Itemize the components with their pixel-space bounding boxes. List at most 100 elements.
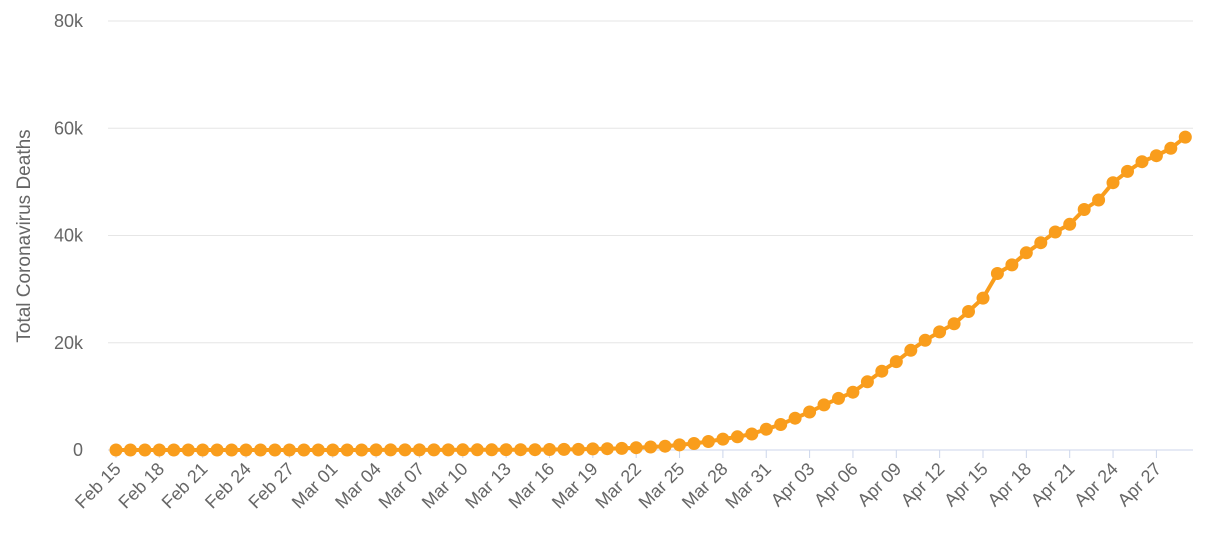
data-point[interactable] [716, 432, 730, 446]
data-point[interactable] [976, 291, 990, 305]
data-point[interactable] [427, 443, 441, 457]
data-point[interactable] [1092, 193, 1106, 207]
data-point[interactable] [167, 443, 181, 457]
data-point[interactable] [485, 443, 499, 457]
data-point[interactable] [817, 398, 831, 412]
data-point[interactable] [384, 443, 398, 457]
data-point[interactable] [123, 443, 137, 457]
x-tick-label: Mar 07 [375, 459, 429, 513]
data-point[interactable] [1135, 155, 1149, 169]
data-point[interactable] [745, 427, 759, 441]
data-point[interactable] [673, 438, 686, 452]
data-point[interactable] [499, 443, 513, 457]
data-point[interactable] [109, 443, 123, 457]
data-point[interactable] [138, 443, 152, 457]
data-point[interactable] [832, 391, 845, 405]
data-point[interactable] [1164, 141, 1178, 155]
data-point[interactable] [687, 437, 701, 450]
data-point[interactable] [803, 405, 817, 419]
data-point[interactable] [947, 317, 961, 331]
data-point[interactable] [1149, 149, 1163, 163]
data-point[interactable] [759, 422, 773, 436]
data-point[interactable] [239, 443, 253, 457]
x-tick-label: Mar 16 [505, 459, 559, 513]
x-tick-label: Feb 15 [71, 459, 125, 513]
x-tick-label: Feb 24 [201, 459, 255, 513]
data-point[interactable] [543, 443, 556, 456]
data-point[interactable] [1121, 164, 1134, 178]
data-point[interactable] [701, 435, 715, 448]
x-tick-label: Apr 15 [940, 459, 992, 511]
data-point[interactable] [846, 385, 860, 399]
data-point[interactable] [225, 443, 239, 457]
data-point[interactable] [181, 443, 195, 457]
y-tick-labels: 0 20k 40k 60k 80k [54, 11, 84, 460]
y-tick-label: 40k [54, 226, 84, 246]
x-tick-label: Mar 10 [418, 459, 472, 513]
data-point[interactable] [918, 333, 932, 347]
x-tick-label: Apr 21 [1027, 459, 1079, 511]
data-point[interactable] [962, 305, 975, 318]
x-tick-label: Apr 06 [810, 459, 862, 511]
data-point[interactable] [933, 325, 947, 339]
data-point[interactable] [1034, 236, 1048, 250]
data-point[interactable] [615, 441, 629, 455]
x-tick-label: Apr 27 [1114, 459, 1166, 511]
data-point[interactable] [412, 443, 426, 457]
y-axis-label: Total Coronavirus Deaths [14, 129, 35, 342]
data-point[interactable] [210, 443, 224, 457]
data-point[interactable] [904, 343, 918, 357]
data-point[interactable] [1005, 258, 1019, 272]
data-point[interactable] [571, 442, 585, 456]
data-point[interactable] [268, 443, 282, 457]
data-point[interactable] [311, 443, 325, 457]
deaths-series [109, 130, 1192, 457]
x-tick-label: Mar 28 [678, 459, 732, 513]
data-point[interactable] [658, 439, 672, 453]
data-point[interactable] [629, 441, 643, 455]
x-tick-label: Apr 24 [1070, 459, 1122, 511]
data-point[interactable] [441, 443, 455, 457]
data-point[interactable] [644, 440, 658, 454]
data-point[interactable] [152, 443, 166, 457]
data-point[interactable] [875, 364, 889, 378]
data-point[interactable] [1077, 203, 1091, 216]
data-point[interactable] [1048, 225, 1062, 239]
data-point[interactable] [586, 442, 600, 456]
y-tick-label: 60k [54, 118, 84, 138]
x-tick-label: Feb 21 [158, 459, 212, 513]
x-tick-label: Mar 13 [461, 459, 515, 513]
data-point[interactable] [254, 443, 267, 457]
data-point[interactable] [1019, 246, 1033, 260]
data-point[interactable] [196, 443, 210, 457]
data-point[interactable] [528, 443, 542, 457]
data-point[interactable] [889, 355, 903, 369]
data-point[interactable] [282, 443, 296, 457]
data-point[interactable] [369, 443, 383, 457]
data-point[interactable] [990, 267, 1004, 280]
data-point[interactable] [456, 443, 470, 457]
data-point[interactable] [600, 442, 614, 456]
data-point[interactable] [297, 443, 311, 457]
data-point[interactable] [514, 443, 528, 457]
data-point[interactable] [774, 418, 788, 431]
data-point[interactable] [1178, 130, 1192, 144]
y-tick-label: 80k [54, 11, 84, 31]
data-point[interactable] [326, 443, 340, 457]
x-tick-label: Mar 22 [591, 459, 645, 513]
x-tick-label: Mar 19 [548, 459, 602, 513]
x-tick-label: Apr 18 [984, 459, 1036, 511]
data-point[interactable] [340, 443, 354, 457]
data-point[interactable] [557, 442, 571, 456]
data-point[interactable] [1106, 176, 1120, 190]
data-point[interactable] [1063, 217, 1077, 231]
data-point[interactable] [398, 443, 412, 457]
x-tick-label: Mar 31 [721, 459, 775, 513]
x-tick-label: Mar 01 [288, 459, 342, 513]
data-point[interactable] [860, 375, 874, 389]
data-point[interactable] [470, 443, 484, 457]
data-point[interactable] [788, 411, 802, 425]
data-point[interactable] [355, 443, 369, 457]
data-point[interactable] [730, 430, 744, 444]
